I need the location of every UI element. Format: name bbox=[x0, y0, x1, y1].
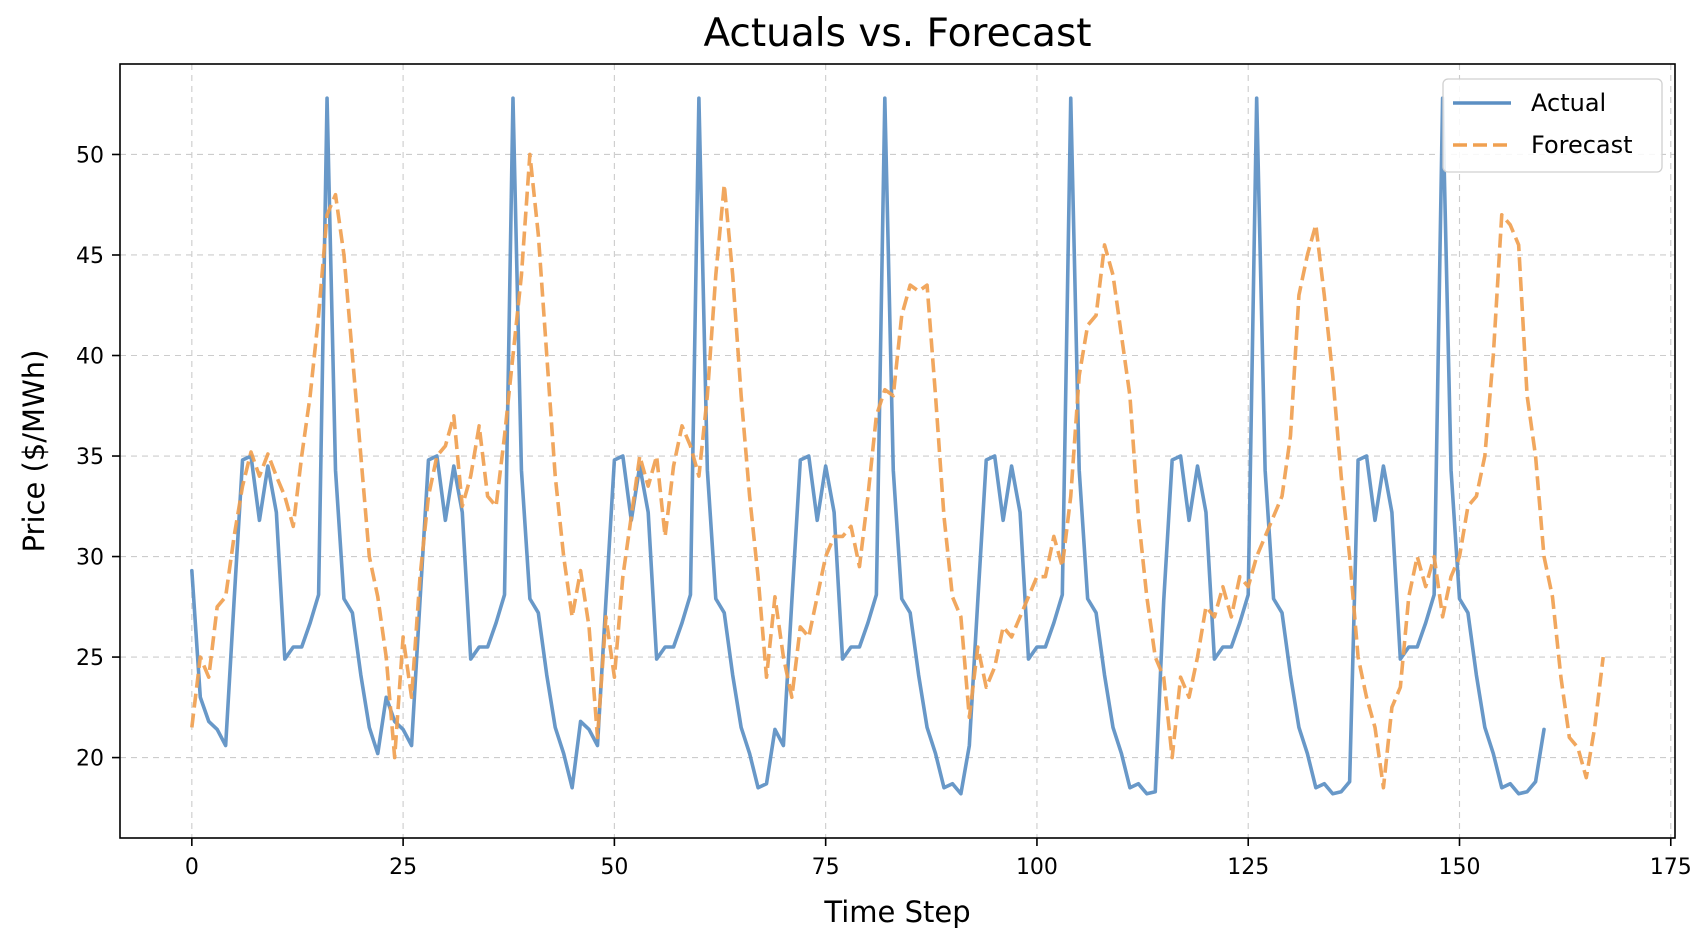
series-line-actual bbox=[190, 96, 1546, 796]
y-tick-label: 35 bbox=[76, 445, 104, 470]
x-tick-label: 175 bbox=[1650, 855, 1692, 880]
series-layer bbox=[190, 96, 1605, 796]
y-tick-label: 20 bbox=[76, 747, 104, 772]
plot-frame bbox=[119, 63, 1676, 839]
y-tick-label: 25 bbox=[76, 646, 104, 671]
x-tick-label: 125 bbox=[1227, 855, 1269, 880]
y-tick-label: 30 bbox=[76, 546, 104, 571]
x-tick-label: 25 bbox=[389, 855, 417, 880]
chart-title: Actuals vs. Forecast bbox=[703, 11, 1091, 56]
y-tick-label: 45 bbox=[76, 244, 104, 269]
x-tick-label: 0 bbox=[185, 855, 199, 880]
x-tick-label: 75 bbox=[812, 855, 840, 880]
y-tick-label: 50 bbox=[76, 143, 104, 168]
legend: Actual Forecast bbox=[1442, 78, 1663, 173]
x-axis-label: Time Step bbox=[823, 895, 970, 929]
y-axis-label: Price ($/MWh) bbox=[17, 350, 51, 553]
axis-ticks: 0 25 50 75 100 125 150 175 20 25 30 35 40 45 50 bbox=[76, 143, 1692, 880]
series-line-forecast bbox=[190, 152, 1605, 790]
x-tick-label: 150 bbox=[1438, 855, 1480, 880]
y-tick-label: 40 bbox=[76, 345, 104, 370]
x-tick-label: 50 bbox=[600, 855, 628, 880]
legend-label-actual: Actual bbox=[1531, 89, 1606, 117]
legend-label-forecast: Forecast bbox=[1531, 131, 1633, 159]
x-tick-label: 100 bbox=[1016, 855, 1058, 880]
grid bbox=[120, 64, 1675, 838]
